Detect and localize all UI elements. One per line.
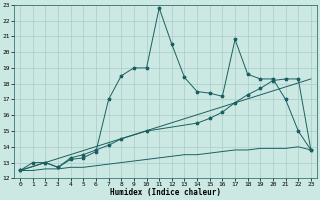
X-axis label: Humidex (Indice chaleur): Humidex (Indice chaleur)	[110, 188, 221, 197]
